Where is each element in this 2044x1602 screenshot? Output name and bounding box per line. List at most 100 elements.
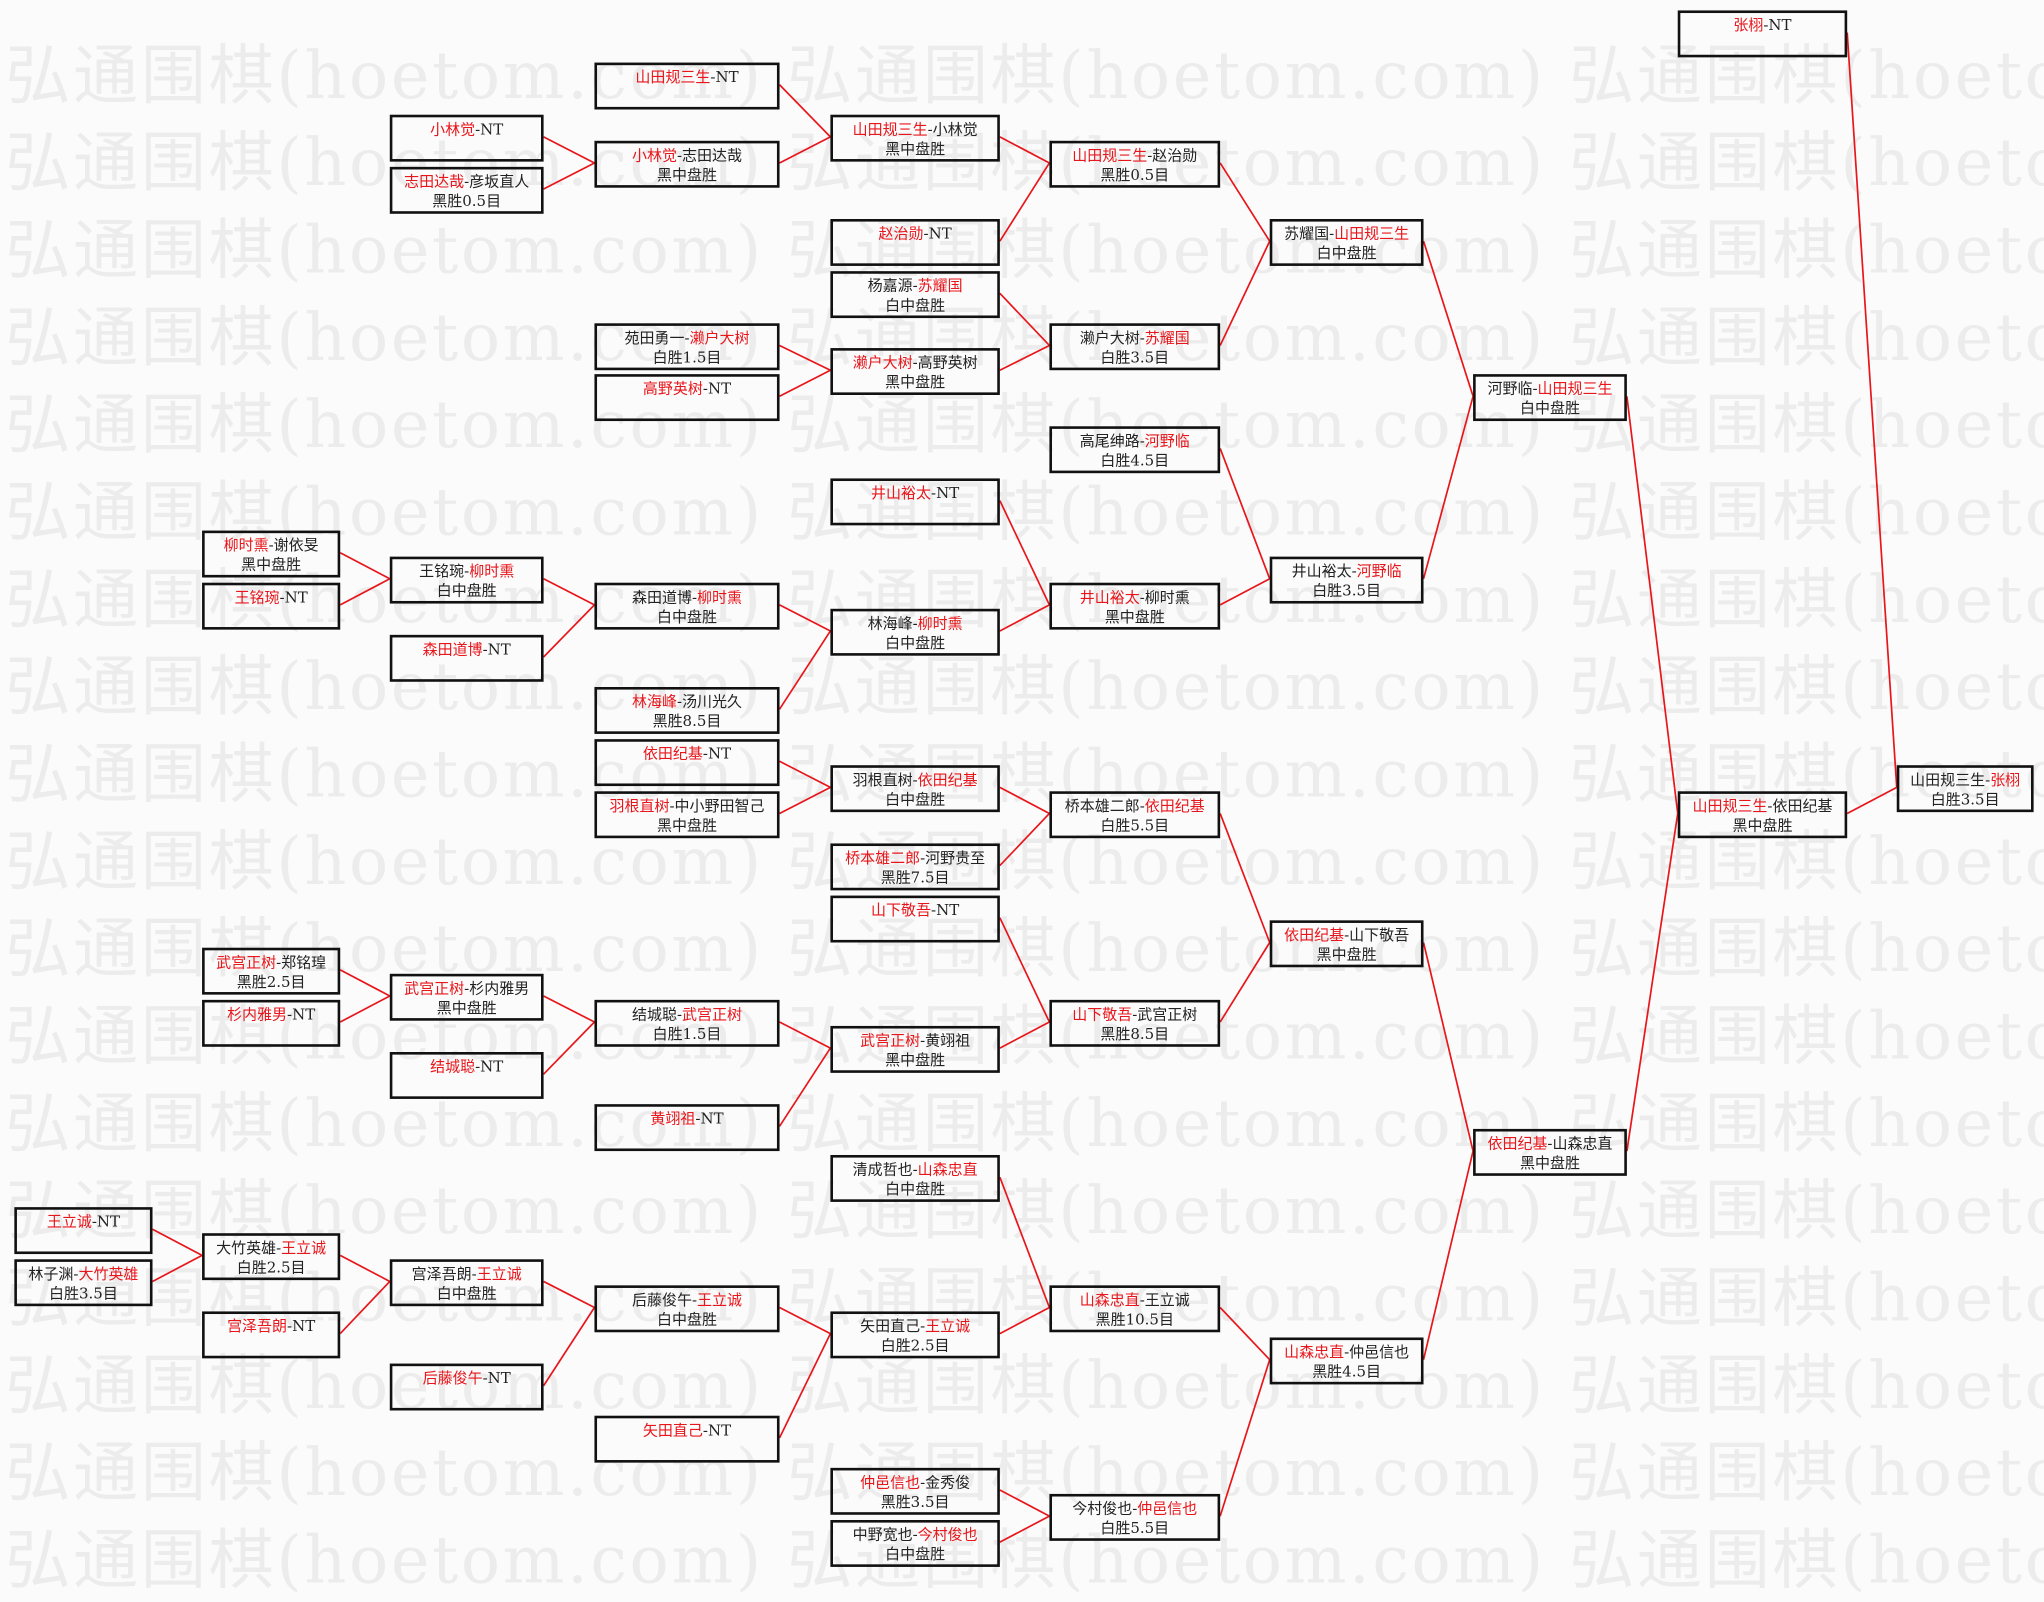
bracket-connector xyxy=(152,1254,203,1283)
bracket-connector xyxy=(778,1333,832,1439)
bracket-connector xyxy=(1219,448,1271,580)
player-2: 志田达哉 xyxy=(682,146,742,165)
player-1: 桥本雄二郎 xyxy=(845,848,921,867)
bracket-connector xyxy=(543,1280,595,1309)
match-result: 黑胜7.5目 xyxy=(880,868,950,887)
match-players: 矢田直己-王立诚 xyxy=(833,1317,997,1337)
no-opponent-label: NT xyxy=(707,1420,732,1440)
bracket-connector xyxy=(1846,32,1898,788)
match-box: 苑田勇一-濑户大树 白胜1.5目 xyxy=(594,323,780,371)
player-1: 林海峰 xyxy=(867,613,913,633)
match-players: 森田道博-NT xyxy=(392,640,541,660)
player-2: 黄翊祖 xyxy=(925,1031,971,1050)
player-2: 柳时熏 xyxy=(917,613,963,633)
match-players: 山森忠直-仲邑信也 xyxy=(1272,1343,1421,1363)
player-1: 濑户大树 xyxy=(1079,328,1140,347)
bracket-connector xyxy=(999,500,1051,606)
player-1: 井山裕太 xyxy=(1079,587,1140,607)
bracket-connector xyxy=(1219,1359,1271,1517)
bracket-connector xyxy=(542,1021,596,1075)
match-players: 山田规三生-小林觉 xyxy=(833,120,997,140)
player-2: 王立诚 xyxy=(697,1290,742,1309)
player-1: 小林觉 xyxy=(430,119,476,139)
player-2: 汤川光久 xyxy=(682,692,742,711)
bracket-connector xyxy=(543,136,595,164)
player-2: 张栩 xyxy=(1990,770,2021,789)
bracket-connector xyxy=(779,1021,831,1049)
player-1: 志田达哉 xyxy=(404,172,465,191)
match-box: 苏耀国-山田规三生 白中盘胜 xyxy=(1269,219,1424,266)
separator: - xyxy=(695,1109,701,1128)
separator: - xyxy=(920,848,926,867)
player-1: 后藤俊午 xyxy=(422,1368,483,1388)
player-1: 仲邑信也 xyxy=(860,1473,921,1492)
bracket-connector xyxy=(999,1515,1050,1543)
bracket-connector xyxy=(1219,1306,1271,1361)
separator: - xyxy=(276,1238,282,1257)
match-result: 黑中盘胜 xyxy=(885,1050,946,1069)
player-1: 濑户大树 xyxy=(852,353,913,372)
match-box: 王铭琬-柳时熏 白中盘胜 xyxy=(389,556,544,604)
match-players: 苏耀国-山田规三生 xyxy=(1272,224,1421,244)
match-result: 白中盘胜 xyxy=(657,1310,717,1329)
no-opponent-label: NT xyxy=(707,744,732,763)
player-1: 中野宽也 xyxy=(852,1525,913,1544)
player-1: 森田道博 xyxy=(422,640,483,659)
player-1: 武宫正树 xyxy=(860,1031,921,1050)
player-2: 金秀俊 xyxy=(925,1473,971,1492)
match-result: 黑中盘胜 xyxy=(436,998,497,1017)
match-players: 山田规三生-赵治勋 xyxy=(1052,146,1218,166)
separator: - xyxy=(1532,379,1538,398)
player-1: 山下敬吾 xyxy=(1072,1005,1133,1024)
match-players: 志田达哉-彦坂直人 xyxy=(392,172,541,192)
player-1: 杨嘉源 xyxy=(867,276,913,295)
player-1: 桥本雄二郎 xyxy=(1064,796,1140,815)
match-box: 山田规三生-赵治勋 黑胜0.5目 xyxy=(1049,140,1221,188)
no-opponent-label: NT xyxy=(292,1316,316,1335)
match-result: 白中盘胜 xyxy=(1316,243,1377,263)
bracket-connector xyxy=(1422,942,1474,1152)
match-box: 王铭琬-NT xyxy=(202,582,341,630)
match-result: 黑中盘胜 xyxy=(657,165,717,184)
player-2: 依田纪基 xyxy=(1144,796,1205,815)
match-box: 河野临-山田规三生 白中盘胜 xyxy=(1473,374,1627,422)
player-1: 宫泽吾朗 xyxy=(227,1316,288,1335)
player-1: 赵治勋 xyxy=(878,224,924,243)
separator: - xyxy=(1351,561,1357,581)
separator: - xyxy=(1139,796,1145,815)
match-box: 井山裕太-NT xyxy=(830,478,1000,526)
bracket-connector xyxy=(999,1489,1050,1517)
bracket-connector xyxy=(1422,240,1474,397)
match-players: 井山裕太-柳时熏 xyxy=(1052,588,1218,608)
match-players: 张栩-NT xyxy=(1680,16,1844,36)
bracket-connector xyxy=(778,630,832,710)
match-players: 林海峰-汤川光久 xyxy=(597,692,777,712)
no-opponent-label: NT xyxy=(292,1005,316,1024)
separator: - xyxy=(1763,15,1769,34)
match-players: 高尾绅路-河野临 xyxy=(1052,431,1218,451)
match-players: 武宫正树-郑铭瑝 xyxy=(205,953,338,973)
match-result: 黑胜4.5目 xyxy=(1312,1362,1382,1381)
player-1: 山田规三生 xyxy=(1072,146,1148,165)
bracket-connector xyxy=(999,786,1050,815)
player-1: 苏耀国 xyxy=(1284,224,1330,243)
match-players: 仲邑信也-金秀俊 xyxy=(833,1473,997,1493)
match-box: 林海峰-柳时熏 白中盘胜 xyxy=(830,608,1000,656)
match-box: 山田规三生-小林觉 黑中盘胜 xyxy=(830,114,1000,162)
match-players: 中野宽也-今村俊也 xyxy=(833,1525,997,1545)
player-2: 依田纪基 xyxy=(917,770,978,789)
player-1: 依田纪基 xyxy=(642,744,703,763)
bracket-connector xyxy=(999,136,1050,164)
bracket-connector xyxy=(999,1306,1050,1335)
match-players: 小林觉-NT xyxy=(392,120,541,140)
player-2: 河野临 xyxy=(1144,431,1190,450)
match-result: 白中盘胜 xyxy=(657,607,717,626)
player-1: 结城聪 xyxy=(430,1057,476,1076)
match-box: 山田规三生-NT xyxy=(594,62,780,110)
player-2: 濑户大树 xyxy=(689,328,750,347)
match-result: 白中盘胜 xyxy=(1519,398,1580,418)
match-box: 依田纪基-NT xyxy=(594,739,780,787)
separator: - xyxy=(912,353,918,372)
match-result: 白胜3.5目 xyxy=(1930,789,2000,809)
player-1: 山田规三生 xyxy=(1692,796,1768,815)
